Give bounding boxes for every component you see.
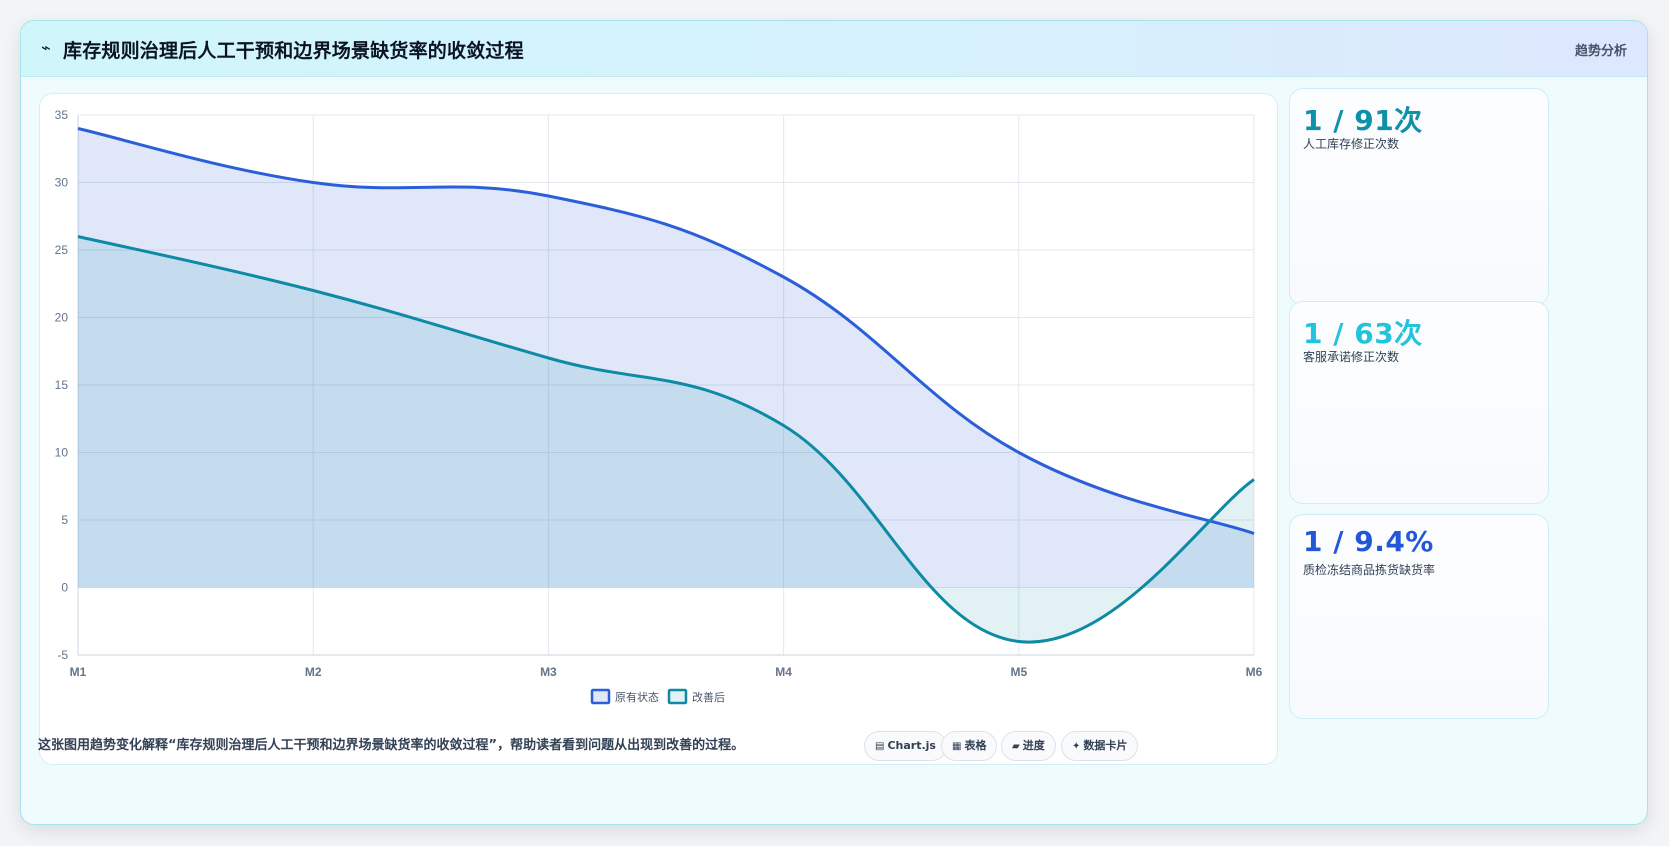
series-line-0 bbox=[77, 127, 1255, 535]
chart-description: 这张图用趋势变化解释“库存规则治理后人工干预和边界场景缺货率的收敛过程”，帮助读… bbox=[38, 738, 745, 753]
header-tag: 趋势分析 bbox=[1574, 44, 1627, 59]
table-icon: ▦ bbox=[952, 741, 962, 752]
stat-value: 1 / 63次 bbox=[1303, 317, 1423, 350]
chip-progress[interactable]: ▰ 进度 bbox=[1001, 731, 1056, 761]
y-tick-label: 20 bbox=[55, 311, 69, 325]
stat-label: 客服承诺修正次数 bbox=[1303, 350, 1400, 364]
stat-value: 1 / 9.4% bbox=[1303, 525, 1434, 558]
y-tick-label: 25 bbox=[55, 243, 69, 257]
area-chart: 35 30 25 20 15 10 5 0 -5M1 M2 M3 M4 M5 M6 原有状态 改善后 bbox=[55, 108, 1263, 705]
x-tick-label: M5 bbox=[1010, 665, 1027, 679]
stat-value: 1 / 91次 bbox=[1303, 104, 1423, 137]
chip-label: Chart.js bbox=[887, 739, 936, 752]
page-title: 库存规则治理后人工干预和边界场景缺货率的收敛过程 bbox=[63, 40, 524, 62]
card-icon: ✦ bbox=[1072, 741, 1081, 752]
stat-card-stockout-rate: 1 / 9.4% 质检冻结商品拣货缺货率 bbox=[1289, 514, 1549, 719]
chart-panel: 35 30 25 20 15 10 5 0 -5 M1 M2 M3 M4 M5 M6 原有状态 改善后 bbox=[39, 93, 1278, 765]
y-tick-label: 30 bbox=[55, 176, 69, 190]
legend-label: 原有状态 bbox=[615, 690, 659, 704]
chip-data-card[interactable]: ✦ 数据卡片 bbox=[1061, 731, 1139, 761]
x-tick-label: M3 bbox=[540, 665, 557, 679]
legend-swatch bbox=[590, 688, 611, 705]
series-area-0 bbox=[78, 128, 1254, 588]
legend-label: 改善后 bbox=[692, 690, 725, 704]
chip-label: 进度 bbox=[1022, 739, 1045, 752]
series-line-1 bbox=[77, 235, 1255, 644]
stat-label: 人工库存修正次数 bbox=[1303, 137, 1400, 151]
stat-card-manual-correction: 1 / 91次 人工库存修正次数 bbox=[1289, 88, 1549, 306]
x-tick-label: M1 bbox=[70, 665, 87, 679]
x-tick-label: M6 bbox=[1246, 665, 1263, 679]
chart-icon: ▤ bbox=[875, 741, 885, 752]
stat-label: 质检冻结商品拣货缺货率 bbox=[1303, 563, 1436, 577]
y-tick-label: 35 bbox=[55, 108, 69, 122]
y-tick-label: 15 bbox=[55, 378, 69, 392]
chart-card: ⌁ 库存规则治理后人工干预和边界场景缺货率的收敛过程 趋势分析 35 30 25 20… bbox=[20, 20, 1648, 825]
progress-icon: ▰ bbox=[1012, 741, 1020, 752]
stat-card-service-correction: 1 / 63次 客服承诺修正次数 bbox=[1289, 301, 1549, 504]
y-tick-label: 10 bbox=[55, 446, 69, 460]
chip-table[interactable]: ▦ 表格 bbox=[941, 731, 998, 761]
y-tick-label: -5 bbox=[57, 648, 68, 662]
y-tick-label: 0 bbox=[61, 581, 68, 595]
chip-label: 数据卡片 bbox=[1083, 739, 1128, 752]
trend-icon: ⌁ bbox=[41, 38, 51, 57]
x-tick-label: M2 bbox=[305, 665, 322, 679]
card-header: ⌁ 库存规则治理后人工干预和边界场景缺货率的收敛过程 趋势分析 bbox=[21, 21, 1647, 77]
chip-chartjs[interactable]: ▤ Chart.js bbox=[864, 731, 947, 761]
y-tick-label: 5 bbox=[61, 513, 68, 527]
x-tick-label: M4 bbox=[775, 665, 792, 679]
series-area-1 bbox=[78, 236, 1254, 643]
legend-swatch bbox=[667, 688, 688, 705]
chip-label: 表格 bbox=[964, 739, 987, 752]
